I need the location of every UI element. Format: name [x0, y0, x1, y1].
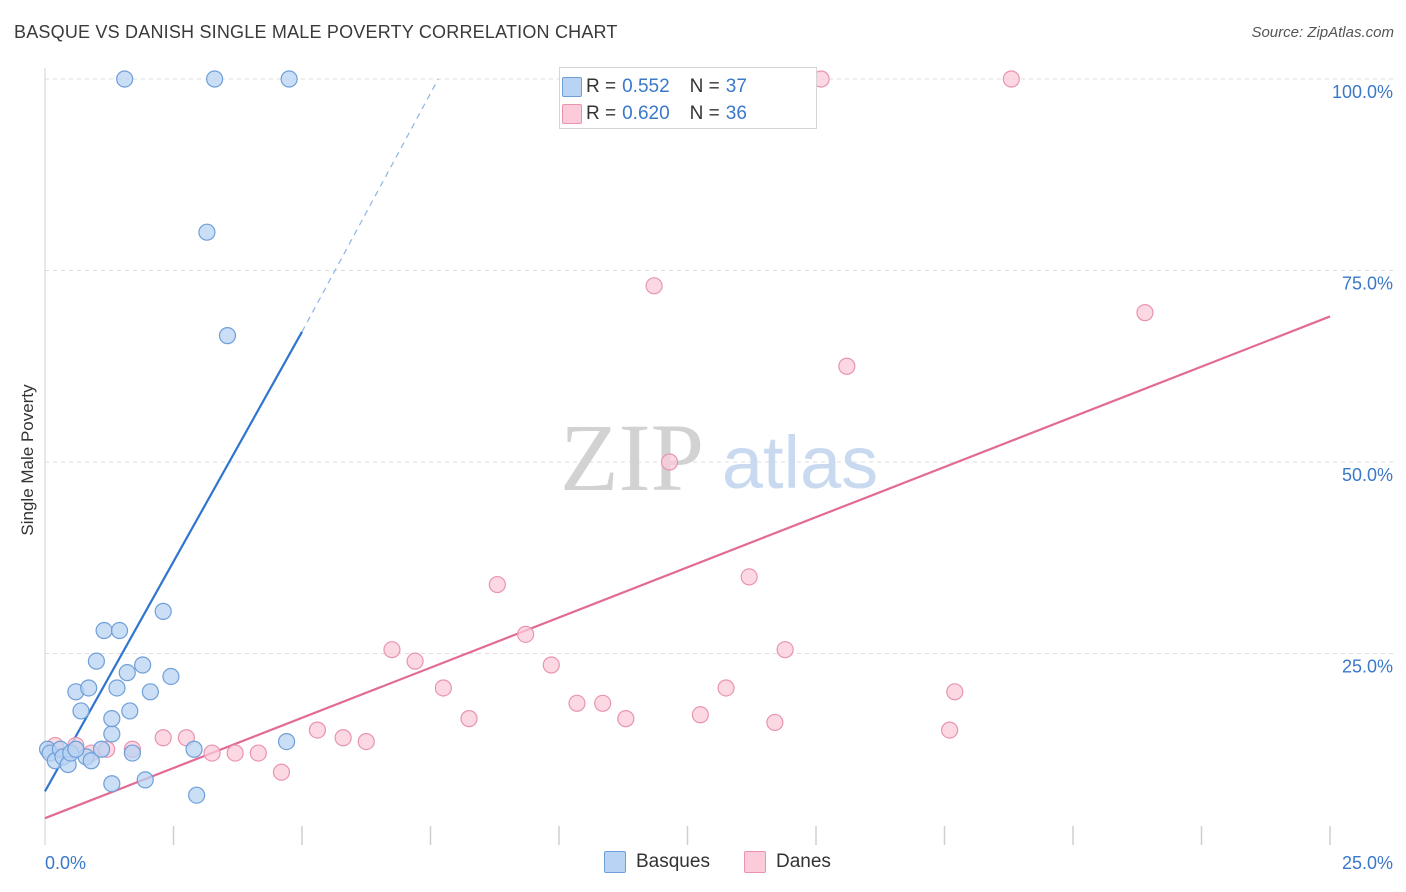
- basques-point: [198, 223, 216, 241]
- x-tick-label: 25.0%: [1342, 853, 1393, 873]
- basques-point: [110, 621, 129, 640]
- y-tick-label: 100.0%: [1332, 82, 1393, 102]
- basques-point: [108, 679, 126, 697]
- danes-point: [1002, 70, 1020, 88]
- basques-legend-swatch: [604, 851, 626, 873]
- danes-point: [740, 568, 758, 586]
- n-value: 37: [725, 76, 747, 97]
- chart-title: BASQUE VS DANISH SINGLE MALE POVERTY COR…: [14, 22, 618, 42]
- basques-trend-line: [44, 331, 303, 792]
- basques-point: [154, 602, 172, 620]
- danes-point: [154, 729, 172, 747]
- basques-point: [141, 683, 159, 701]
- y-tick-label: 50.0%: [1342, 465, 1393, 485]
- n-label: N =: [689, 103, 720, 124]
- danes-swatch: [562, 104, 582, 124]
- r-label: R =: [586, 76, 617, 97]
- r-label: R =: [586, 103, 617, 124]
- danes-point: [272, 763, 291, 781]
- danes-point: [660, 453, 679, 471]
- basques-point: [118, 664, 136, 682]
- basques-point: [103, 725, 121, 743]
- basques-point: [92, 740, 111, 758]
- danes-point: [568, 694, 586, 712]
- n-label: N =: [689, 76, 720, 97]
- x-tick-label: 0.0%: [45, 853, 86, 873]
- danes-point: [941, 721, 959, 739]
- danes-point: [691, 706, 709, 724]
- gridlines: [45, 78, 1395, 654]
- danes-point: [766, 713, 784, 732]
- danes-point: [334, 729, 352, 747]
- danes-point: [717, 679, 735, 697]
- danes-point: [1136, 304, 1154, 322]
- basques-point: [87, 652, 106, 670]
- basques-points: [38, 70, 298, 804]
- basques-point: [82, 752, 100, 770]
- basques-point: [123, 744, 141, 762]
- basques-point: [103, 775, 121, 793]
- n-value: 36: [725, 103, 747, 124]
- danes-point: [594, 694, 612, 712]
- danes-point: [203, 744, 221, 762]
- r-value: 0.552: [622, 76, 670, 97]
- y-axis-label-wrap: Single Male Poverty: [18, 370, 38, 550]
- correlation-legend: R = 0.552 N = 37 R = 0.620 N = 36: [559, 67, 817, 129]
- danes-point: [838, 357, 856, 375]
- legend-row-danes: R = 0.620 N = 36: [562, 101, 747, 127]
- basques-point: [162, 667, 180, 686]
- danes-legend-swatch: [744, 851, 766, 873]
- danes-point: [357, 732, 375, 751]
- y-tick-label: 75.0%: [1342, 274, 1393, 294]
- danes-point: [383, 641, 401, 659]
- source-label: Source: ZipAtlas.com: [1251, 24, 1394, 41]
- basques-point: [280, 70, 298, 88]
- basques-point: [116, 70, 134, 88]
- basques-point: [121, 702, 139, 720]
- danes-point: [249, 744, 267, 762]
- danes-point: [946, 683, 964, 701]
- basques-trend-extension: [301, 78, 439, 333]
- watermark-atlas: atlas: [722, 421, 878, 504]
- series-legend: Basques Danes: [0, 851, 1406, 877]
- legend-row-basques: R = 0.552 N = 37: [562, 74, 747, 100]
- basques-legend-label: Basques: [636, 851, 710, 872]
- basques-swatch: [562, 77, 582, 97]
- basques-point: [218, 327, 237, 345]
- basques-point: [277, 732, 296, 751]
- danes-point: [776, 641, 794, 659]
- basques-point: [103, 710, 121, 728]
- danes-point: [542, 656, 560, 674]
- y-tick-label: 25.0%: [1342, 657, 1393, 677]
- watermark-zip: ZIP: [560, 404, 704, 511]
- danes-point: [488, 575, 506, 594]
- basques-point: [134, 656, 152, 674]
- basques-point: [136, 771, 154, 789]
- danes-point: [226, 744, 244, 762]
- basques-point: [206, 70, 224, 88]
- r-value: 0.620: [622, 103, 670, 124]
- watermark: ZIP atlas: [560, 404, 878, 511]
- basques-point: [80, 679, 98, 697]
- danes-legend-label: Danes: [776, 851, 831, 872]
- danes-point: [645, 277, 663, 295]
- y-axis-label: Single Male Poverty: [18, 384, 37, 536]
- basques-point: [188, 786, 206, 804]
- danes-point: [516, 625, 535, 643]
- basques-point: [72, 702, 90, 720]
- danes-point: [460, 710, 478, 728]
- danes-point: [308, 721, 327, 739]
- basques-point: [185, 740, 203, 758]
- axes: [44, 68, 1331, 845]
- danes-point: [406, 652, 424, 670]
- danes-point: [434, 679, 452, 697]
- danes-trend-line: [44, 315, 1331, 820]
- legend-item-danes[interactable]: Danes: [744, 851, 831, 873]
- danes-point: [617, 710, 635, 728]
- tick-labels: 25.0% 50.0% 75.0% 100.0% 0.0% 25.0%: [45, 82, 1393, 873]
- basques-point: [95, 621, 113, 640]
- basques-point: [67, 740, 85, 758]
- legend-item-basques[interactable]: Basques: [604, 851, 710, 873]
